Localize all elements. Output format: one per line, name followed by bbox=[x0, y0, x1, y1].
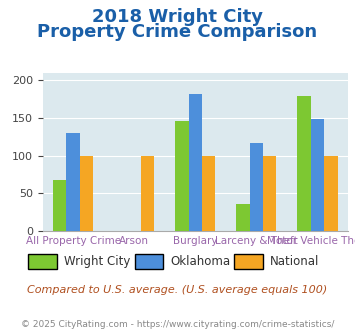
Bar bbox=[236, 204, 250, 231]
Text: © 2025 CityRating.com - https://www.cityrating.com/crime-statistics/: © 2025 CityRating.com - https://www.city… bbox=[21, 320, 334, 329]
Text: Wright City: Wright City bbox=[64, 255, 130, 268]
FancyBboxPatch shape bbox=[135, 254, 163, 269]
Bar bbox=[324, 155, 338, 231]
Bar bbox=[53, 180, 66, 231]
Bar bbox=[297, 96, 311, 231]
FancyBboxPatch shape bbox=[234, 254, 263, 269]
FancyBboxPatch shape bbox=[28, 254, 57, 269]
Bar bbox=[311, 119, 324, 231]
Bar bbox=[66, 133, 80, 231]
Bar bbox=[250, 143, 263, 231]
Bar bbox=[175, 121, 189, 231]
Text: Compared to U.S. average. (U.S. average equals 100): Compared to U.S. average. (U.S. average … bbox=[27, 285, 328, 295]
Bar bbox=[202, 155, 215, 231]
Text: Oklahoma: Oklahoma bbox=[170, 255, 230, 268]
Bar bbox=[189, 94, 202, 231]
Text: 2018 Wright City: 2018 Wright City bbox=[92, 8, 263, 26]
Text: Property Crime Comparison: Property Crime Comparison bbox=[37, 23, 318, 41]
Bar bbox=[141, 155, 154, 231]
Bar bbox=[263, 155, 277, 231]
Text: National: National bbox=[270, 255, 319, 268]
Bar bbox=[80, 155, 93, 231]
